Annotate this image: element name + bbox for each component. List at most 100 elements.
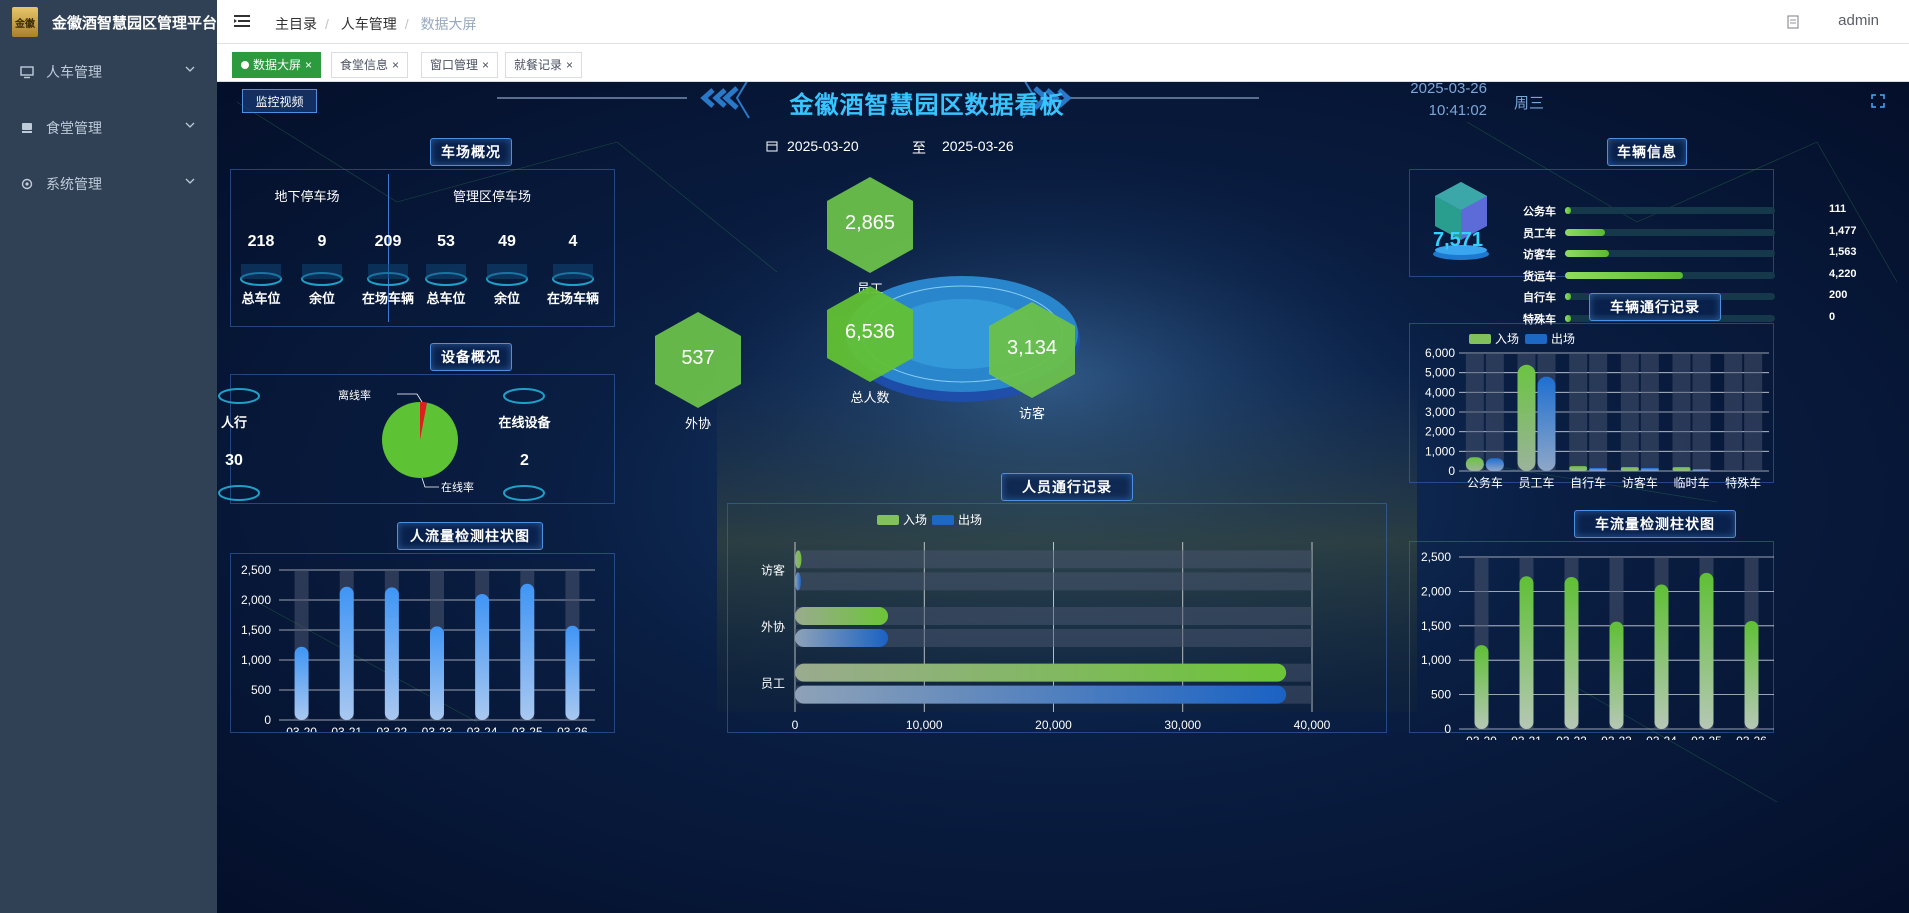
current-date: 2025-03-26 [1410, 82, 1487, 97]
center-platform [844, 276, 1080, 402]
dashboard-title: 金徽酒智慧园区数据看板 [789, 92, 1065, 119]
y-tick-label: 1,000 [241, 653, 271, 667]
x-tick-label: 03-26 [1736, 734, 1767, 740]
bar-in [795, 550, 802, 569]
vehicle-bar-track [1565, 250, 1775, 257]
monitor-icon [20, 66, 34, 79]
bar-background [795, 629, 1312, 647]
tab-dashboard[interactable]: 数据大屏 × [232, 52, 322, 78]
app-header: 金徽 金徽酒智慧园区管理平台 [0, 0, 217, 44]
people-pass-panel [727, 503, 1387, 733]
y-tick-label: 6,000 [1425, 346, 1455, 360]
parking-group-name: 地下停车场 [274, 189, 340, 204]
y-tick-label: 3,000 [1425, 405, 1455, 419]
calendar-icon[interactable] [766, 140, 778, 152]
vehicle-type-label: 自行车 [1523, 292, 1556, 304]
fullscreen-icon[interactable] [1871, 94, 1885, 108]
tab-label: 窗口管理 [430, 58, 479, 72]
date-to[interactable]: 2025-03-26 [942, 138, 1014, 154]
close-icon[interactable]: × [482, 58, 490, 72]
x-tick-label: 临时车 [1673, 475, 1709, 490]
y-tick-label: 5,000 [1425, 366, 1455, 380]
vehicle-type-label: 特殊车 [1523, 313, 1556, 326]
dashboard-screen: 监控视频 金徽酒智慧园区数据看板 2025-03-26 10:41:02 周三 … [217, 82, 1909, 913]
x-tick-label: 03-25 [1691, 734, 1722, 740]
legend-swatch-out [932, 515, 954, 525]
people-pass-title: 人员通行记录 [1001, 473, 1133, 501]
bar-out [1537, 376, 1556, 471]
legend-label: 出场 [958, 513, 982, 527]
close-icon[interactable]: × [566, 58, 574, 72]
y-tick-label: 2,500 [241, 563, 271, 577]
x-tick-label: 特殊车 [1725, 475, 1761, 490]
vehicle-bar-fill [1565, 271, 1683, 279]
bar-in [795, 607, 889, 625]
x-tick-label: 03-23 [422, 725, 453, 732]
x-tick-label: 访客车 [1622, 475, 1658, 490]
bar [384, 587, 399, 720]
y-tick-label: 1,000 [1425, 444, 1455, 458]
vehicle-bar-track [1565, 228, 1775, 236]
bar-background [795, 550, 1312, 569]
device-overview-title: 设备概况 [430, 343, 512, 371]
tags-view: 数据大屏 × 食堂信息 × 窗口管理 × 就餐记录 × [217, 44, 1909, 82]
vehicle-bar-fill [1565, 228, 1605, 236]
hexagon-label: 访客 [1018, 406, 1045, 421]
parking-overview-panel [230, 169, 615, 327]
current-time: 10:41:02 [1428, 102, 1487, 119]
app-logo: 金徽 [12, 7, 38, 37]
close-icon[interactable]: × [305, 58, 313, 72]
logo-text: 金徽 [15, 18, 35, 30]
user-menu[interactable]: admin [1838, 12, 1879, 29]
x-tick-label: 03-20 [1466, 734, 1497, 740]
sidebar-item-people-vehicle[interactable]: 人车管理 [0, 44, 217, 100]
vehicle-info-title: 车辆信息 [1607, 138, 1687, 166]
bar [1564, 576, 1579, 729]
y-tick-label: 2,000 [241, 593, 271, 607]
bar-out [1589, 468, 1608, 471]
tab-window-manage[interactable]: 窗口管理 × [421, 52, 499, 78]
sidebar-item-canteen[interactable]: 食堂管理 [0, 100, 217, 156]
y-tick-label: 1,500 [241, 623, 271, 637]
x-tick-label: 03-23 [1601, 734, 1632, 740]
y-tick-label: 0 [264, 713, 271, 727]
bar-background [795, 572, 1312, 591]
tab-dining-records[interactable]: 就餐记录 × [505, 52, 583, 78]
vehicle-flow-title: 车流量检测柱状图 [1574, 510, 1736, 538]
hexagon-contractor [655, 312, 741, 408]
online-rate-label: 在线率 [441, 482, 474, 494]
breadcrumb-item[interactable]: 主目录 [275, 16, 317, 32]
monitor-video-button[interactable]: 监控视频 [242, 89, 317, 113]
hamburger-icon[interactable] [234, 13, 250, 29]
hexagon-value: 6,536 [844, 321, 896, 343]
ring-icon [425, 264, 467, 286]
vehicle-type-label: 公务车 [1523, 206, 1556, 218]
vehicle-type-value: 4,220 [1829, 267, 1857, 280]
y-tick-label: 0 [1448, 464, 1455, 478]
bar-out [1692, 469, 1711, 471]
breadcrumb-current: 数据大屏 [420, 16, 477, 32]
parking-group-name: 管理区停车场 [452, 189, 531, 204]
parking-stat-value: 218 [247, 233, 275, 250]
tab-canteen-info[interactable]: 食堂信息 × [331, 52, 409, 78]
document-icon[interactable] [1787, 15, 1799, 29]
parking-stat-label: 余位 [308, 291, 335, 306]
chevron-down-icon [185, 122, 195, 128]
breadcrumb-item[interactable]: 人车管理 [340, 16, 397, 32]
bar-out [1485, 458, 1504, 471]
offline-rate-label: 离线率 [338, 390, 371, 402]
sidebar-item-system[interactable]: 系统管理 [0, 156, 217, 212]
bar-background [1620, 353, 1639, 471]
vehicle-type-value: 1,477 [1829, 224, 1857, 237]
parking-stat-label: 余位 [493, 291, 520, 306]
date-from[interactable]: 2025-03-20 [787, 138, 859, 154]
offline-slice [420, 401, 427, 440]
breadcrumb: 主目录 / 人车管理 / 数据大屏 [275, 16, 477, 32]
ring-icon [552, 264, 594, 286]
x-tick-label: 10,000 [906, 718, 943, 732]
close-icon[interactable]: × [392, 58, 400, 72]
ring-icon [486, 264, 528, 286]
vehicle-flow-chart: 0 500 1,000 1,500 2,000 2,500 03-20 03-21 03-22 0… [1421, 550, 1774, 740]
date-range-separator: 至 [912, 140, 926, 156]
cube-icon [1433, 182, 1489, 260]
